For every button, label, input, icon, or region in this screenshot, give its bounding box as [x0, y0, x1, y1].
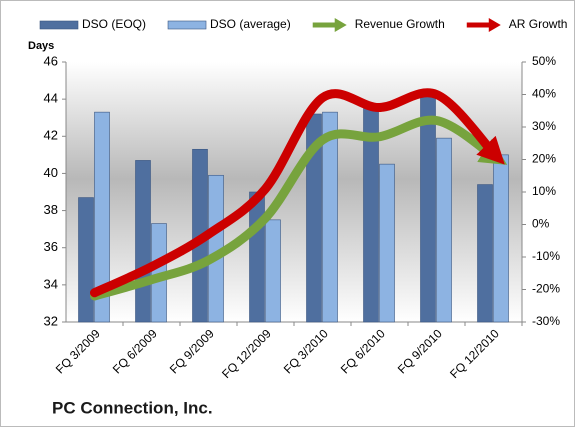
y2-tick-label: -30% — [532, 314, 560, 328]
y-tick-label: 46 — [44, 53, 58, 68]
y-tick-label: 36 — [44, 239, 58, 254]
bar — [94, 111, 110, 323]
legend-label: DSO (EOQ) — [82, 17, 146, 31]
chart-title: PC Connection, Inc. — [52, 398, 213, 417]
y2-tick-label: -20% — [532, 282, 560, 296]
legend-label: DSO (average) — [210, 17, 291, 31]
y-tick-label: 44 — [44, 91, 58, 106]
line — [90, 115, 508, 301]
bar — [249, 191, 265, 323]
bar — [135, 160, 151, 323]
y-tick-label: 38 — [44, 202, 58, 217]
legend-swatch-head — [488, 18, 501, 32]
y-tick-label: 34 — [44, 276, 58, 291]
y-axis-label: Days — [28, 40, 54, 52]
y2-tick-label: 10% — [532, 184, 556, 198]
y2-tick-label: 0% — [532, 217, 550, 231]
y-tick-label: 40 — [44, 165, 58, 180]
y-tick-label: 42 — [44, 128, 58, 143]
bar — [420, 93, 436, 323]
legend-swatch-head — [334, 18, 347, 32]
y2-tick-label: 40% — [532, 87, 556, 101]
legend-swatch — [39, 20, 79, 30]
y2-tick-label: 30% — [532, 119, 556, 133]
bar — [265, 219, 281, 323]
bar — [78, 197, 94, 323]
y-tick-label: 32 — [44, 313, 58, 328]
y2-tick-label: -10% — [532, 249, 560, 263]
bar — [322, 111, 338, 323]
legend-swatch — [167, 20, 207, 30]
legend-label: Revenue Growth — [355, 17, 445, 31]
bar — [306, 113, 322, 323]
bar — [493, 154, 509, 323]
bar — [477, 184, 493, 323]
legend-label: AR Growth — [509, 17, 568, 31]
y2-tick-label: 50% — [532, 54, 556, 68]
bar — [379, 163, 395, 323]
line — [90, 88, 505, 298]
y2-tick-label: 20% — [532, 152, 556, 166]
bar — [436, 137, 452, 323]
